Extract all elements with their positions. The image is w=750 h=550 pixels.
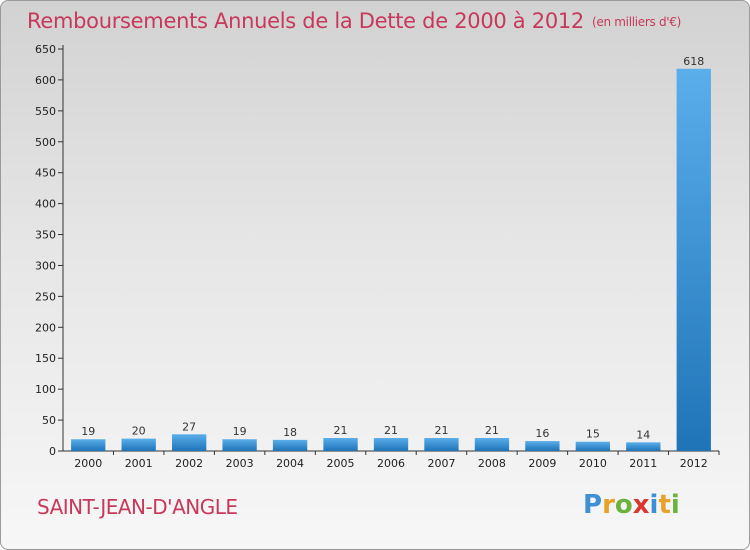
bar	[676, 68, 711, 451]
bar	[222, 439, 257, 451]
x-tick-label: 2006	[377, 457, 405, 470]
bar	[171, 434, 207, 451]
x-tick-label: 2012	[680, 457, 708, 470]
y-tick-label: 200	[35, 321, 56, 334]
bar	[121, 438, 156, 451]
commune-name: SAINT-JEAN-D'ANGLE	[37, 495, 238, 519]
bar	[272, 439, 308, 451]
x-tick-label: 2007	[427, 457, 455, 470]
bar	[575, 441, 611, 451]
x-tick-label: 2000	[74, 457, 102, 470]
bar-value-label: 20	[132, 425, 146, 438]
bar-value-label: 27	[182, 420, 196, 433]
bar-value-label: 15	[586, 428, 600, 441]
bar	[626, 442, 661, 451]
bar-value-label: 16	[535, 427, 549, 440]
bar-value-label: 14	[636, 428, 650, 441]
bar	[323, 438, 358, 451]
bar-value-label: 21	[384, 424, 398, 437]
x-tick-label: 2008	[478, 457, 506, 470]
x-tick-label: 2011	[629, 457, 657, 470]
x-tick-label: 2004	[276, 457, 304, 470]
y-tick-label: 500	[35, 136, 56, 149]
y-tick-label: 300	[35, 259, 56, 272]
x-tick-label: 2009	[528, 457, 556, 470]
bar	[525, 441, 560, 451]
bar	[373, 438, 409, 451]
y-tick-label: 650	[35, 43, 56, 56]
bar-value-label: 19	[81, 425, 95, 438]
x-tick-label: 2001	[125, 457, 153, 470]
bar-value-label: 21	[334, 424, 348, 437]
bar	[71, 439, 106, 451]
y-tick-label: 600	[35, 74, 56, 87]
chart-title-text: Remboursements Annuels de la Dette de 20…	[27, 9, 584, 33]
bar-value-label: 618	[683, 55, 704, 68]
y-tick-label: 0	[49, 445, 56, 458]
y-tick-label: 350	[35, 229, 56, 242]
x-tick-label: 2002	[175, 457, 203, 470]
y-tick-label: 100	[35, 383, 56, 396]
bar	[424, 438, 459, 451]
y-tick-label: 150	[35, 352, 56, 365]
x-tick-label: 2005	[327, 457, 355, 470]
bar	[474, 438, 510, 451]
bar-value-label: 19	[233, 425, 247, 438]
bar-value-label: 21	[434, 424, 448, 437]
y-tick-label: 50	[42, 414, 56, 427]
x-tick-label: 2010	[579, 457, 607, 470]
x-tick-label: 2003	[226, 457, 254, 470]
y-tick-label: 250	[35, 290, 56, 303]
bar-value-label: 18	[283, 426, 297, 439]
y-tick-label: 450	[35, 167, 56, 180]
chart-title: Remboursements Annuels de la Dette de 20…	[27, 9, 681, 33]
y-tick-label: 400	[35, 198, 56, 211]
bar-value-label: 21	[485, 424, 499, 437]
y-tick-label: 550	[35, 105, 56, 118]
proxiti-logo: Proxiti	[583, 490, 680, 520]
chart-unit: (en milliers d'€)	[592, 15, 682, 29]
